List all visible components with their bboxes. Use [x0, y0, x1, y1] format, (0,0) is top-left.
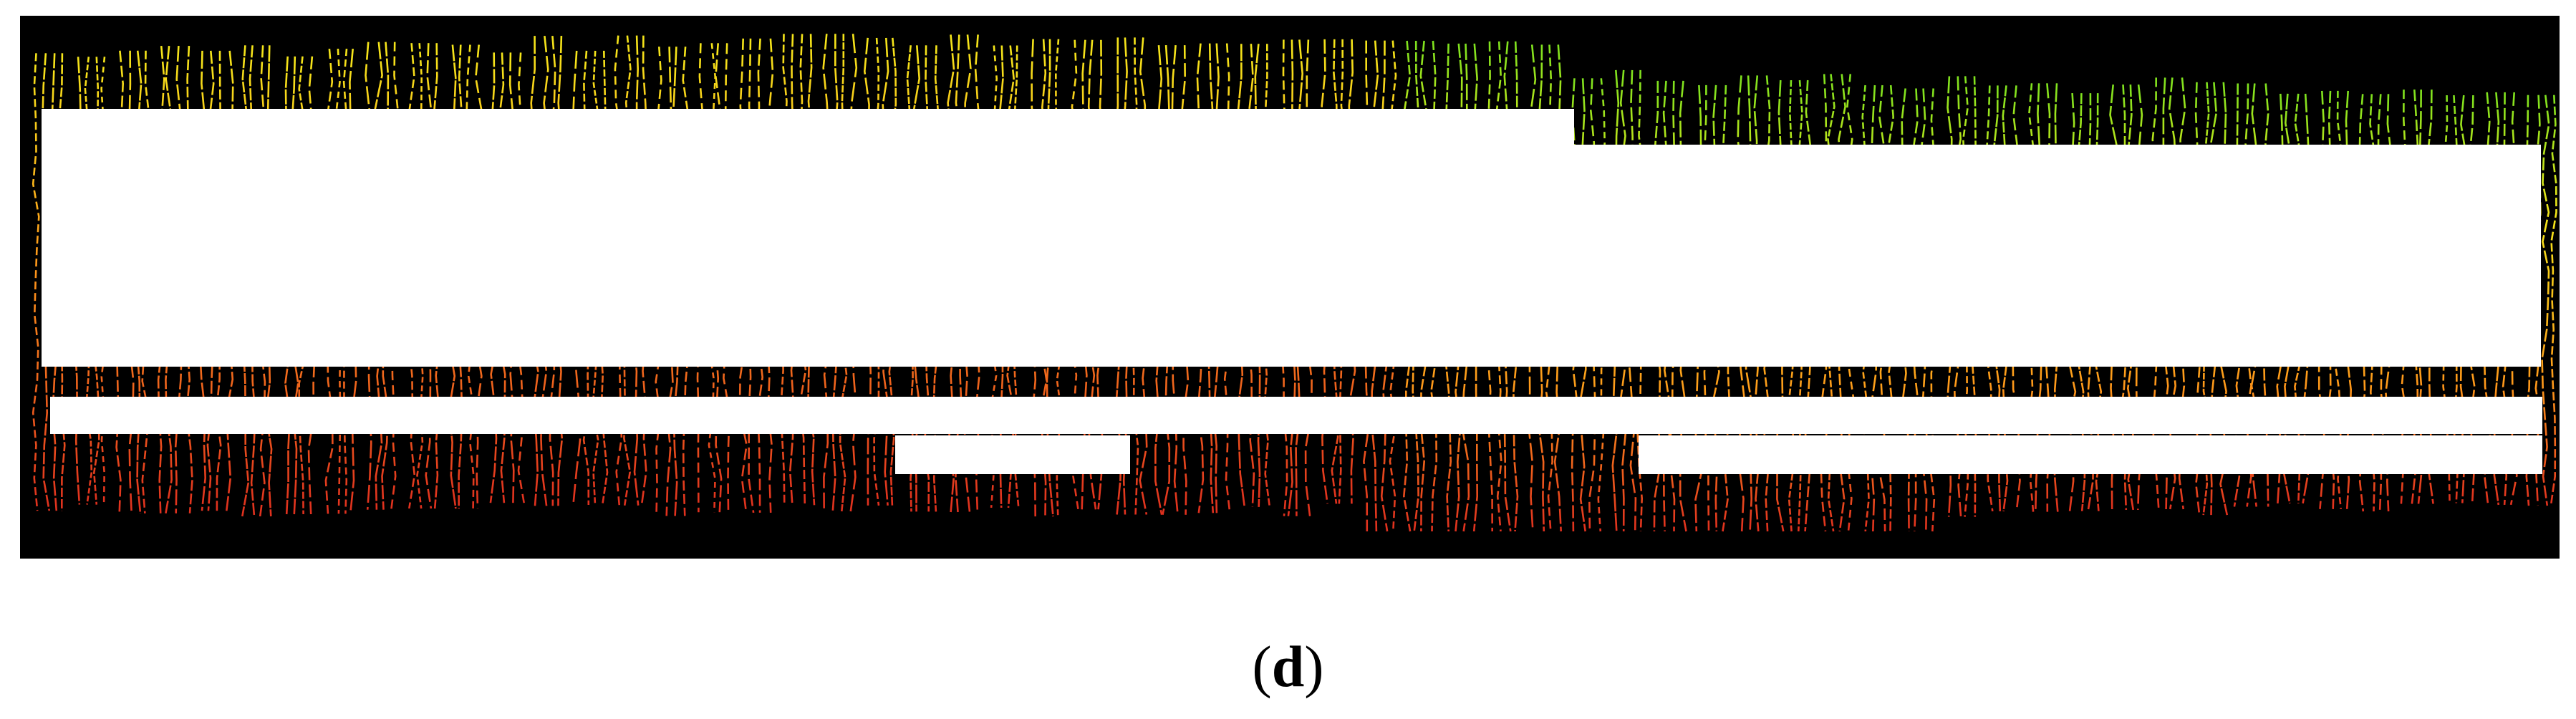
figure-panel-label: (d)	[0, 637, 2576, 696]
occlusion-mask-group	[42, 109, 2542, 474]
crop-row-strand	[32, 53, 40, 511]
occlusion-band-upper-left	[42, 109, 1574, 367]
point-cloud-panel	[20, 16, 2560, 559]
occlusion-band-lower-left	[895, 435, 1130, 474]
label-letter: d	[1271, 634, 1305, 699]
crop-row-strand	[2541, 95, 2550, 506]
crop-row-strand	[2550, 95, 2557, 506]
label-close-paren: )	[1304, 634, 1324, 699]
occlusion-band-middle	[50, 397, 2542, 434]
crop-row-strand	[165, 45, 173, 514]
point-cloud-image	[20, 16, 2560, 559]
crop-row-strand	[157, 45, 165, 513]
label-open-paren: (	[1252, 634, 1272, 699]
occlusion-band-upper-right	[1545, 145, 2541, 367]
occlusion-band-lower-right	[1639, 435, 2542, 474]
